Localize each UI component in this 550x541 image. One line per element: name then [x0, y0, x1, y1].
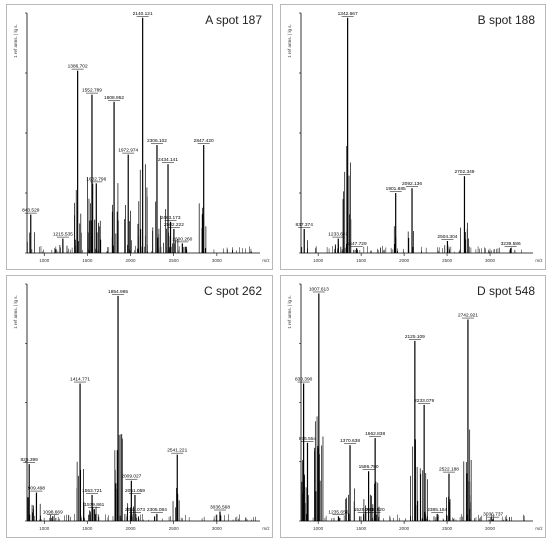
x-tick-label: 3000: [212, 258, 223, 263]
peak-label: 2385.164: [427, 507, 447, 513]
x-tick-label: 2000: [126, 526, 137, 531]
x-tick-label: 2500: [442, 258, 453, 263]
peak-label: 1662.838: [365, 431, 385, 437]
peak-label: 1215.535: [53, 232, 73, 238]
peak-label: 1529.761: [354, 507, 374, 513]
spectrum-panel: B spot 188 1 ref arms. | lg s. 1000 1500 200…: [280, 4, 546, 270]
peak-label: 2305.084: [147, 507, 167, 513]
x-axis-label: m/z: [262, 258, 270, 263]
peak-label: 2306.102: [147, 138, 167, 144]
panel-title: B spot 188: [477, 13, 535, 27]
panel-title: A spot 187: [205, 13, 262, 27]
x-tick-label: 1000: [313, 258, 324, 263]
x-tick-label: 2000: [399, 258, 410, 263]
y-axis-label: 1 ref arms. | lg s.: [287, 24, 292, 57]
peak-label: 3036.737: [483, 512, 503, 518]
peak-label: 1901.885: [386, 186, 406, 192]
x-tick-label: 1000: [39, 258, 50, 263]
peak-label: 1579.861: [84, 502, 104, 508]
peak-label: 2504.304: [437, 234, 457, 240]
peak-label: 1586.790: [359, 464, 379, 470]
peak-label: 1414.771: [70, 377, 90, 383]
peak-label: 1552.789: [82, 88, 102, 94]
y-axis-label: 1 ref arms. | lg s.: [287, 295, 292, 328]
x-axis-label: m/z: [535, 526, 543, 531]
panel-title: D spot 548: [476, 284, 535, 298]
peak-label: 2052.073: [125, 507, 145, 513]
peak-label: 909.498: [28, 486, 46, 492]
x-tick-label: 1500: [82, 258, 93, 263]
x-axis-label: m/z: [262, 526, 270, 531]
x-tick-label: 2500: [169, 258, 180, 263]
peak-label: 2522.188: [439, 467, 459, 473]
x-tick-label: 3000: [485, 526, 496, 531]
peak-label: 1808.952: [104, 95, 124, 101]
x-tick-label: 3000: [485, 258, 496, 263]
spectrum-plot: 1 ref arms. | lg s. 1000 1500 2000 2500 3000 m…: [13, 283, 270, 531]
peak-label: 825.399: [21, 457, 39, 463]
spectrum-panel: C spot 262 1 ref arms. | lg s. 1000 1500 200…: [6, 275, 273, 538]
x-tick-label: 1000: [39, 526, 50, 531]
peak-label: 2541.221: [167, 448, 187, 454]
peak-label: 2502.222: [164, 222, 184, 228]
peak-label: 1602.796: [86, 176, 106, 182]
peak-label: 2742.921: [458, 313, 478, 319]
peak-label: 837.374: [296, 222, 314, 228]
peak-label: 843.529: [22, 208, 40, 214]
peak-label: 830.390: [295, 377, 313, 383]
spectrum-plot: 1 ref arms. | lg s. 1000 1500 2000 2500 3000 m…: [287, 283, 543, 531]
x-tick-label: 1000: [313, 526, 324, 531]
peak-label: 1098.669: [43, 509, 63, 515]
spectrum-panel: A spot 187 1 ref arms. | lg s. 1000 1500 200…: [6, 4, 273, 270]
peak-label: 1854.965: [108, 289, 128, 295]
spectrum-panel: D spot 548 1 ref arms. | lg s. 1000 1500 200…: [280, 275, 546, 538]
peak-label: 2434.141: [158, 157, 178, 163]
peak-label: 1553.721: [82, 488, 102, 494]
peak-label: 1370.638: [340, 438, 360, 444]
x-axis-label: m/z: [535, 258, 543, 263]
peak-label: 1386.702: [68, 64, 88, 70]
x-tick-label: 2500: [169, 526, 180, 531]
peak-label: 875.554: [299, 436, 317, 442]
peak-label: 2125.109: [405, 334, 425, 340]
peak-label: 2009.027: [121, 474, 141, 480]
spectrum-plot: 1 ref arms. | lg s. 1000 1500 2000 2500 3000 m…: [13, 11, 270, 263]
peak-label: 2140.121: [133, 11, 153, 17]
peak-label: 1007.613: [309, 286, 329, 292]
y-axis-label: 1 ref arms. | lg s.: [13, 24, 18, 57]
peak-label: 2847.420: [194, 138, 214, 144]
peak-label: 2463.173: [161, 215, 181, 221]
x-tick-label: 3000: [212, 526, 223, 531]
peak-label: 1235.650: [328, 509, 348, 515]
x-tick-label: 2000: [126, 258, 137, 263]
peak-label: 1233.643: [328, 232, 348, 238]
y-axis-label: 1 ref arms. | lg s.: [13, 295, 18, 328]
spectrum-plot: 1 ref arms. | lg s. 1000 1500 2000 2500 3000 m…: [287, 11, 543, 263]
peak-label: 2702.349: [454, 169, 474, 175]
peak-label: 1342.667: [338, 11, 358, 17]
x-tick-label: 1500: [356, 258, 367, 263]
panel-title: C spot 262: [203, 284, 262, 298]
x-tick-label: 1500: [356, 526, 367, 531]
peak-label: 2092.136: [402, 181, 422, 187]
peak-label: 2051.059: [125, 488, 145, 494]
x-tick-label: 1500: [82, 526, 93, 531]
peak-label: 1447.729: [347, 241, 367, 247]
x-tick-label: 2000: [399, 526, 410, 531]
peak-label: 3036.568: [210, 505, 230, 511]
peak-label: 3239.586: [501, 241, 521, 247]
peak-label: 1972.974: [118, 148, 138, 154]
peak-label: 2600.260: [172, 236, 192, 242]
peak-label: 2233.079: [414, 398, 434, 404]
x-tick-label: 2500: [442, 526, 453, 531]
